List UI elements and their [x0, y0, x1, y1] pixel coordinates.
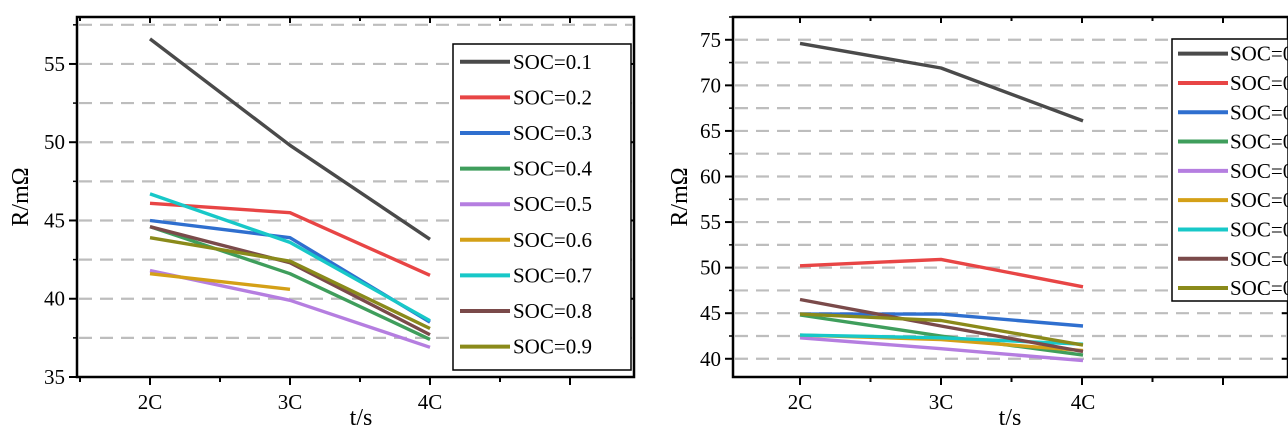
chart-panel-2: 40455055606570752C3C4Ct/sR/mΩSOC=0.1SOC=… [667, 15, 1288, 431]
series-line-soc-0-4 [149, 225, 431, 341]
legend-label: SOC=0.1 [513, 50, 592, 74]
y-tick-label: 45 [44, 208, 65, 232]
series-line-soc-0-8 [799, 297, 1084, 354]
series-line-soc-0-1 [799, 41, 1084, 123]
x-tick-label: 4C [418, 390, 443, 414]
series-line-soc-0-9 [799, 312, 1084, 347]
series-line-soc-0-4 [799, 313, 1084, 357]
legend-label: SOC=0.2 [1230, 71, 1288, 95]
legend-label: SOC=0.9 [1230, 276, 1288, 300]
legend: SOC=0.1 SOC=0.2 SOC=0.3 SOC=0.4 SOC=0.5 SOC=0… [452, 43, 632, 371]
legend-label: SOC=0.8 [1230, 247, 1288, 271]
series-line-soc-0-9 [149, 236, 431, 331]
y-tick-label: 60 [700, 164, 721, 188]
series-line-soc-0-6 [149, 272, 291, 291]
x-tick-label: 2C [138, 390, 163, 414]
y-axis-title: R/mΩ [667, 167, 693, 226]
legend: SOC=0.1 SOC=0.2 SOC=0.3 SOC=0.4 SOC=0.5 SOC=0… [1171, 38, 1288, 302]
legend-label: SOC=0.4 [513, 157, 592, 181]
legend-label: SOC=0.7 [513, 263, 592, 287]
y-tick-label: 75 [700, 28, 721, 52]
y-tick-label: 55 [700, 210, 721, 234]
y-tick-label: 40 [44, 287, 65, 311]
series-line-soc-0-3 [800, 312, 1084, 328]
y-axis-title: R/mΩ [8, 167, 34, 226]
legend-label: SOC=0.3 [513, 121, 592, 145]
series-line-soc-0-2 [799, 257, 1084, 289]
legend-label: SOC=0.5 [513, 192, 592, 216]
x-tick-label: 3C [278, 390, 303, 414]
y-tick-label: 50 [700, 256, 721, 280]
legend-label: SOC=0.8 [513, 299, 592, 323]
legend-label: SOC=0.9 [513, 335, 592, 359]
x-axis-title: t/s [999, 405, 1022, 431]
legend-label: SOC=0.3 [1230, 100, 1288, 124]
legend-label: SOC=0.6 [513, 228, 592, 252]
plot-frame [75, 15, 636, 379]
y-tick-label: 55 [44, 52, 65, 76]
y-tick-label: 70 [700, 73, 721, 97]
y-tick-label: 65 [700, 119, 721, 143]
y-tick-label: 40 [700, 347, 721, 371]
x-axis-title: t/s [350, 405, 373, 431]
y-tick-label: 35 [44, 365, 65, 389]
legend-label: SOC=0.2 [513, 85, 592, 109]
series-line-soc-0-1 [148, 37, 431, 241]
legend-label: SOC=0.4 [1230, 130, 1288, 154]
x-tick-label: 4C [1071, 390, 1096, 414]
y-tick-label: 45 [700, 301, 721, 325]
x-tick-label: 2C [788, 390, 813, 414]
legend-label: SOC=0.1 [1230, 42, 1288, 66]
y-tick-label: 50 [44, 130, 65, 154]
legend-label: SOC=0.6 [1230, 188, 1288, 212]
series-line-soc-0-7 [149, 192, 431, 323]
legend-label: SOC=0.7 [1230, 217, 1288, 241]
legend-label: SOC=0.5 [1230, 159, 1288, 183]
x-tick-label: 3C [929, 390, 954, 414]
series-line-soc-0-2 [149, 201, 431, 277]
series-line-soc-0-5 [799, 336, 1084, 363]
